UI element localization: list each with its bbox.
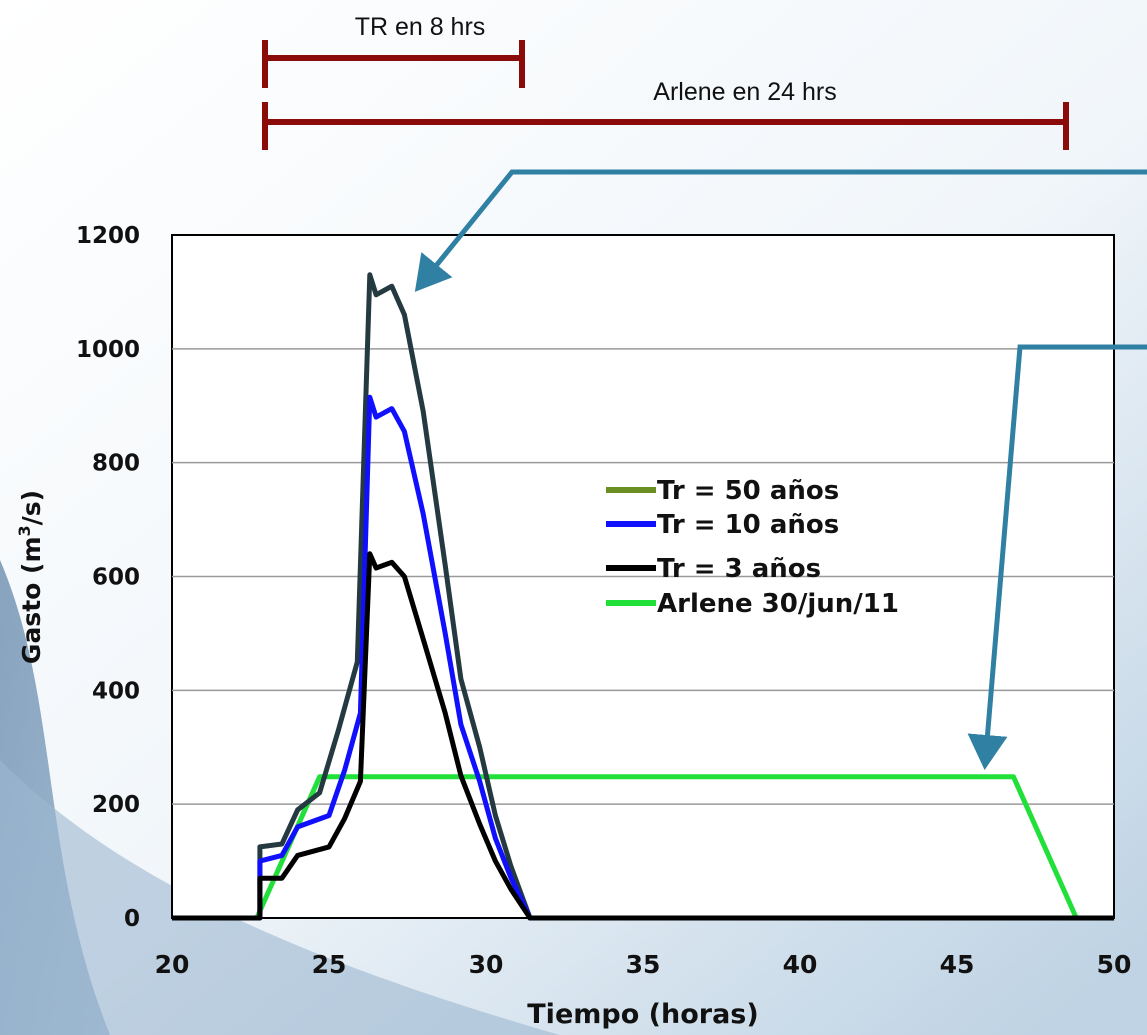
tr-span-bar: [262, 40, 525, 88]
x-tick-label: 30: [469, 950, 504, 979]
arlene-callout-arrow: [967, 344, 1147, 770]
series-line-tr10: [172, 394, 1114, 921]
legend-label-tr3: Tr = 3 años: [657, 554, 821, 584]
x-tick-label: 20: [155, 950, 190, 979]
series-line-tr3: [172, 551, 1114, 921]
x-tick-label: 50: [1097, 950, 1132, 979]
gridlines: [172, 348, 1114, 805]
span-annotations: TR en 8 hrs Arlene en 24 hrs: [262, 13, 1069, 150]
y-tick-label: 400: [92, 678, 140, 704]
series-layer: [172, 272, 1114, 921]
x-tick-label: 35: [626, 950, 661, 979]
series-line-tr50: [172, 272, 1114, 921]
x-tick-label: 45: [940, 950, 975, 979]
y-tick-label: 0: [124, 906, 140, 932]
y-axis-title: Gasto (m3/s): [15, 490, 46, 664]
y-tick-label: 200: [92, 792, 140, 818]
x-axis-title: Tiempo (horas): [527, 999, 758, 1030]
legend-label-arlene: Arlene 30/jun/11: [657, 589, 899, 619]
legend-label-tr50: Tr = 50 años: [657, 476, 839, 506]
callout-arrows: [414, 169, 1147, 770]
background-swoosh-2: [0, 760, 560, 1035]
legend: Tr = 50 años Tr = 10 años Tr = 3 años Arlen…: [606, 476, 899, 619]
y-tick-label: 1200: [76, 223, 140, 249]
y-tick-label: 800: [92, 451, 140, 477]
tr-span-label: TR en 8 hrs: [355, 13, 486, 41]
peak-callout-arrow: [414, 169, 1147, 292]
arlene-span-bar: [262, 102, 1069, 150]
y-tick-labels: 0 200 400 600 800 1000 1200: [76, 223, 140, 932]
y-tick-label: 600: [92, 565, 140, 591]
x-tick-label: 25: [312, 950, 347, 979]
y-tick-label: 1000: [76, 337, 140, 363]
x-tick-label: 40: [783, 950, 818, 979]
arlene-span-label: Arlene en 24 hrs: [653, 78, 836, 106]
x-tick-labels: 20 25 30 35 40 45 50: [155, 950, 1132, 979]
legend-label-tr10: Tr = 10 años: [657, 510, 839, 540]
